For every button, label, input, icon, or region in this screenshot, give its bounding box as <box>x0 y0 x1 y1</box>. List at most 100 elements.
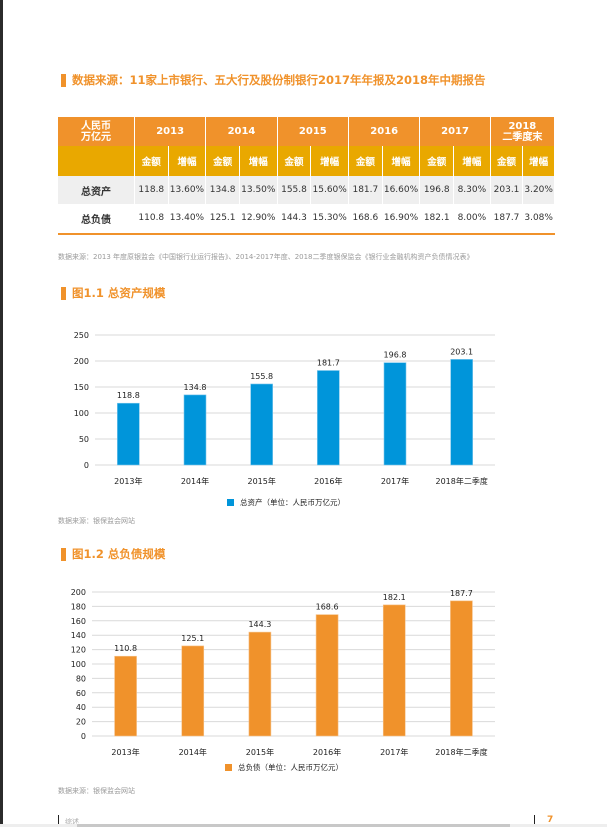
year-label: 2016 <box>370 126 399 137</box>
year-header: 2018 二季度末 <box>490 117 556 146</box>
x-category-label: 2018年二季度 <box>435 476 487 486</box>
bar <box>382 604 406 737</box>
chart-source-liabilities: 数据来源：银保监会网站 <box>58 787 135 795</box>
y-tick-label: 80 <box>76 674 86 683</box>
bar-value-label: 168.6 <box>316 603 339 612</box>
bar <box>315 614 339 737</box>
cell-growth: 15.30% <box>310 204 350 232</box>
y-tick-label: 50 <box>79 435 89 444</box>
legend-label: 总负债（单位：人民币万亿元） <box>238 763 343 772</box>
cell-growth: 16.90% <box>382 204 421 232</box>
chart-legend-assets: 总资产（单位：人民币万亿元） <box>227 497 345 508</box>
footer-divider-right <box>534 815 535 825</box>
cell-growth: 16.60% <box>382 176 421 204</box>
title-marker <box>61 547 66 561</box>
y-tick-label: 200 <box>74 357 89 366</box>
bar <box>317 370 340 466</box>
year-label: 2013 <box>156 126 185 137</box>
cell-amount: 110.8 <box>134 204 169 232</box>
x-category-label: 2015年 <box>246 747 274 757</box>
cell-growth: 12.90% <box>239 204 278 232</box>
bar <box>183 394 207 466</box>
table-row-total-liabilities: 总负债 110.8 13.40% 125.1 12.90% 144.3 15.3… <box>58 204 555 232</box>
cell-growth: 15.60% <box>310 176 350 204</box>
sub-header-amount: 金额 <box>419 146 455 176</box>
section-title-text: 数据来源：11家上市银行、五大行及股份制银行2017年年报及2018年中期报告 <box>72 73 486 87</box>
y-tick-label: 150 <box>74 383 89 392</box>
total-assets-bar-chart: 0 50 100 150 200 250 118.8 2013年 134.8 2014年 155.8… <box>74 331 495 486</box>
year-label: 2017 <box>441 126 469 137</box>
bar-value-label: 144.3 <box>248 620 271 629</box>
cell-amount: 118.8 <box>134 176 169 204</box>
year-header: 2017 <box>419 117 491 146</box>
table-corner-header: 人民币 万亿元 <box>58 117 135 146</box>
table-year-header-row: 人民币 万亿元 2013 2014 2015 2016 2017 2018 二季… <box>58 117 556 146</box>
year-label: 2015 <box>298 126 327 137</box>
bar <box>383 362 407 466</box>
window-left-edge <box>0 0 3 827</box>
cell-amount: 182.1 <box>419 204 455 232</box>
figure-title-liabilities: 图1.2 总负债规模 <box>61 546 165 562</box>
sub-header-growth: 增幅 <box>168 146 207 176</box>
sub-header-amount: 金额 <box>205 146 240 176</box>
cell-amount: 155.8 <box>277 176 312 204</box>
corner-line-1: 人民币 <box>80 120 111 132</box>
bar-value-label: 118.8 <box>117 391 140 400</box>
x-category-label: 2016年 <box>313 747 341 757</box>
bar <box>114 655 137 737</box>
legend-label: 总资产（单位：人民币万亿元） <box>240 498 345 507</box>
cell-amount: 203.1 <box>490 176 524 204</box>
table-source-note: 数据来源：2013 年度原银监会《中国银行业运行报告》、2014-2017年度、… <box>58 253 474 261</box>
bar-value-label: 196.8 <box>384 351 407 360</box>
y-tick-label: 0 <box>84 461 89 470</box>
cell-amount: 168.6 <box>348 204 383 232</box>
cell-amount: 187.7 <box>490 204 524 232</box>
horizontal-scrollbar-thumb[interactable] <box>77 824 510 827</box>
legend-swatch <box>225 764 232 771</box>
year-header: 2014 <box>205 117 278 146</box>
table-bottom-rule <box>58 233 555 235</box>
sub-header-amount: 金额 <box>134 146 169 176</box>
bar-value-label: 203.1 <box>450 347 473 356</box>
bank-data-table: 人民币 万亿元 2013 2014 2015 2016 2017 2018 二季… <box>58 117 556 232</box>
page-number: 7 <box>547 815 554 825</box>
bar <box>450 600 473 737</box>
cell-growth: 8.30% <box>453 176 491 204</box>
x-category-label: 2013年 <box>114 476 142 486</box>
bar-value-label: 182.1 <box>383 593 406 602</box>
table-row-total-assets: 总资产 118.8 13.60% 134.8 13.50% 155.8 15.6… <box>58 176 555 204</box>
bar-value-label: 187.7 <box>450 589 473 598</box>
section-title: 数据来源：11家上市银行、五大行及股份制银行2017年年报及2018年中期报告 <box>61 72 486 88</box>
y-tick-label: 120 <box>71 646 86 655</box>
bar <box>181 645 205 737</box>
bar <box>117 402 140 466</box>
y-tick-label: 250 <box>74 331 89 340</box>
x-category-label: 2016年 <box>314 476 342 486</box>
y-tick-label: 160 <box>71 617 86 626</box>
cell-growth: 3.20% <box>522 176 555 204</box>
year-label: 2014 <box>227 126 256 137</box>
x-category-label: 2017年 <box>381 476 409 486</box>
x-category-label: 2013年 <box>111 747 139 757</box>
figure-title-assets: 图1.1 总资产规模 <box>61 285 165 301</box>
sub-header-amount: 金额 <box>277 146 312 176</box>
sub-header-amount: 金额 <box>490 146 524 176</box>
row-label: 总资产 <box>58 176 135 204</box>
footer-divider-left <box>58 815 59 825</box>
year-header: 2016 <box>348 117 421 146</box>
y-tick-label: 40 <box>76 703 86 712</box>
cell-amount: 125.1 <box>205 204 240 232</box>
sub-header-growth: 增幅 <box>522 146 555 176</box>
bar-value-label: 134.8 <box>184 383 207 392</box>
y-tick-label: 100 <box>71 660 86 669</box>
figure-title-text: 图1.1 总资产规模 <box>72 286 166 300</box>
bar <box>248 631 272 737</box>
title-marker <box>61 286 66 300</box>
year-label: 2018 <box>508 120 537 132</box>
cell-growth: 8.00% <box>453 204 491 232</box>
bar-value-label: 181.7 <box>317 359 340 368</box>
year-header: 2013 <box>134 117 207 146</box>
sub-header-growth: 增幅 <box>310 146 350 176</box>
cell-amount: 144.3 <box>277 204 312 232</box>
bar-value-label: 125.1 <box>181 634 204 643</box>
